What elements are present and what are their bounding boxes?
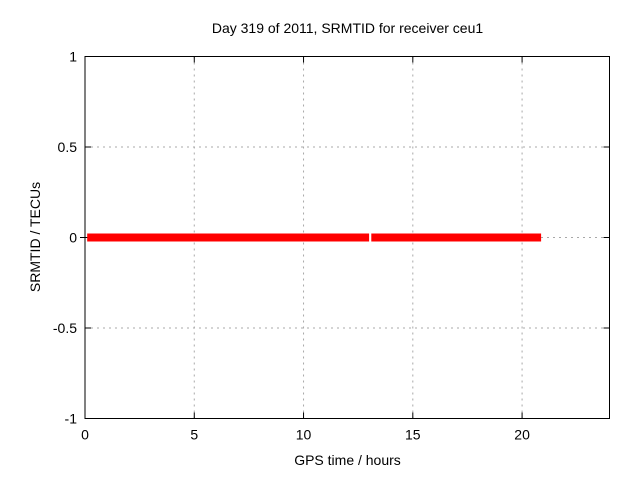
x-axis-label: GPS time / hours — [294, 452, 401, 468]
x-tick-label: 15 — [405, 427, 421, 443]
y-tick-label: -0.5 — [53, 320, 77, 336]
x-tick-label: 10 — [296, 427, 312, 443]
x-tick-label: 0 — [81, 427, 89, 443]
y-tick-label: -1 — [65, 411, 78, 427]
y-tick-label: 0.5 — [58, 139, 78, 155]
y-axis-label: SRMTID / TECUs — [27, 181, 43, 293]
chart-title: Day 319 of 2011, SRMTID for receiver ceu… — [211, 20, 484, 36]
x-tick-label: 20 — [514, 427, 530, 443]
y-tick-label: 0 — [69, 230, 77, 246]
y-tick-label: 1 — [69, 49, 77, 65]
x-tick-label: 5 — [190, 427, 198, 443]
